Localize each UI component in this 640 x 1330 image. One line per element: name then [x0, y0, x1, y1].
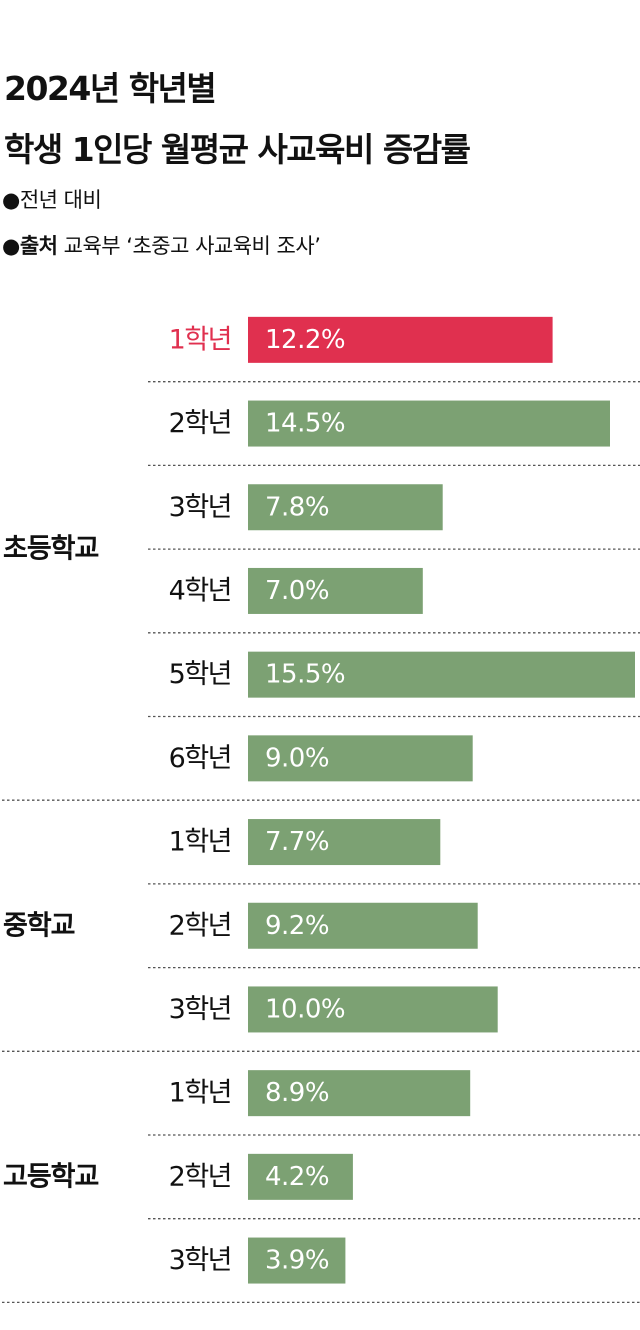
bar: [248, 651, 635, 698]
value-label: 7.8%: [265, 492, 329, 522]
source-text: 교육부 ‘초중고 사교육비 조사’: [63, 234, 321, 258]
bar: [248, 1070, 471, 1117]
bullet-icon: ●: [2, 234, 20, 258]
value-label: 3.9%: [265, 1246, 329, 1276]
source-label: 출처: [19, 234, 58, 258]
grade-label: 1학년: [169, 1078, 231, 1109]
school-level-label: 고등학교: [3, 1161, 99, 1192]
bar: [248, 316, 553, 363]
bullet-icon: ●: [2, 188, 20, 212]
grade-label: 2학년: [169, 408, 231, 439]
value-label: 15.5%: [265, 660, 345, 690]
bar: [248, 1153, 353, 1200]
bar: [248, 735, 473, 782]
grade-label: 1학년: [169, 324, 231, 355]
school-level-label: 초등학교: [3, 534, 99, 565]
value-label: 4.2%: [265, 1162, 329, 1192]
value-label: 12.2%: [265, 325, 345, 355]
bar: [248, 986, 498, 1033]
comparison-note: ●전년 대비: [2, 186, 102, 214]
grade-label: 4학년: [169, 575, 231, 606]
bar: [248, 484, 443, 531]
value-label: 7.7%: [265, 827, 329, 857]
value-label: 9.2%: [265, 911, 329, 941]
grade-label: 6학년: [169, 743, 231, 774]
grade-label: 3학년: [169, 994, 231, 1025]
value-label: 8.9%: [265, 1078, 329, 1108]
value-label: 14.5%: [265, 409, 345, 439]
chart-title-line-2: 학생 1인당 월평균 사교육비 증감률: [4, 130, 471, 169]
bar: [248, 567, 423, 614]
grade-label: 2학년: [169, 1161, 231, 1192]
grade-label: 1학년: [169, 827, 231, 858]
grade-label: 5학년: [169, 659, 231, 690]
school-level-label: 중학교: [3, 910, 75, 941]
value-label: 9.0%: [265, 743, 329, 773]
value-label: 10.0%: [265, 994, 345, 1024]
chart-title-line-1: 2024년 학년별: [4, 69, 217, 108]
comparison-note-text: 전년 대비: [19, 188, 102, 212]
bar: [248, 902, 478, 949]
bar: [248, 819, 441, 866]
source-note: ●출처 교육부 ‘초중고 사교육비 조사’: [2, 232, 321, 260]
value-label: 7.0%: [265, 576, 329, 606]
bar: [248, 400, 610, 447]
grade-label: 3학년: [169, 1245, 231, 1276]
grade-label: 2학년: [169, 910, 231, 941]
bar: [248, 1237, 346, 1284]
grade-label: 3학년: [169, 492, 231, 523]
